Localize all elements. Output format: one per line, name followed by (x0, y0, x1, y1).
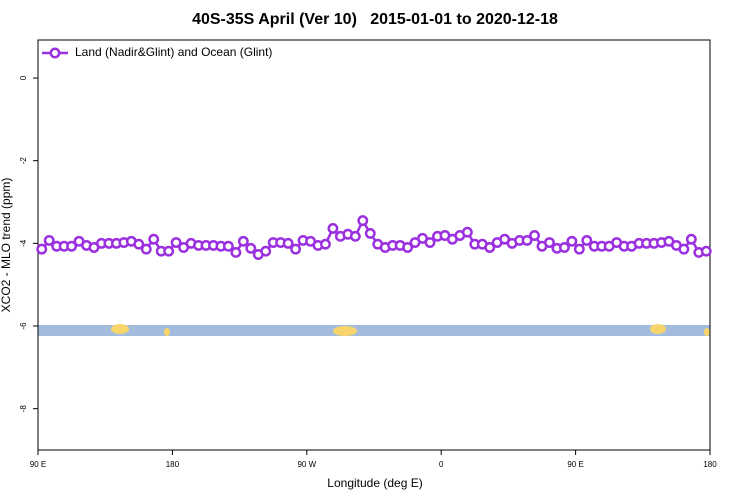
data-point (566, 235, 578, 247)
x-tick-label: 180 (166, 460, 180, 469)
data-point (461, 226, 473, 238)
data-point (290, 243, 302, 255)
data-point (163, 245, 175, 257)
data-point (237, 235, 249, 247)
data-point (402, 242, 414, 253)
legend-label: Land (Nadir&Glint) and Ocean (Glint) (75, 45, 272, 59)
data-point (364, 227, 376, 239)
data-point (260, 245, 272, 257)
data-point (521, 235, 533, 246)
y-tick-label: -8 (19, 405, 28, 413)
data-point (282, 237, 294, 249)
data-point (529, 230, 540, 241)
land-patch (164, 328, 170, 336)
data-point (573, 243, 585, 255)
data-point (581, 235, 593, 246)
x-tick-label: 0 (439, 460, 444, 469)
data-point (484, 242, 496, 253)
data-point (349, 230, 361, 242)
x-tick-label: 180 (703, 460, 717, 469)
data-point (558, 242, 570, 253)
land-patch (111, 324, 129, 334)
ocean-band (38, 325, 710, 336)
y-tick-label: -2 (19, 157, 28, 165)
legend-marker (49, 47, 61, 59)
data-point (133, 238, 145, 250)
data-point (320, 238, 331, 250)
data-point (700, 245, 712, 257)
y-tick-label: -4 (19, 239, 28, 247)
data-point (245, 242, 257, 254)
data-point (685, 233, 697, 245)
land-patch (704, 328, 710, 336)
data-point (544, 237, 555, 248)
y-tick-label: -6 (19, 322, 28, 330)
data-point (327, 223, 339, 234)
land-strip (38, 324, 710, 336)
data-point (66, 240, 78, 252)
x-tick-label: 90 E (30, 460, 46, 469)
data-point (36, 243, 48, 255)
x-axis-label: Longitude (deg E) (327, 476, 422, 490)
plot-frame (37, 39, 711, 451)
data-point (43, 235, 55, 246)
x-tick-label: 90 E (567, 460, 583, 469)
data-point (678, 243, 690, 255)
land-patch (333, 326, 357, 336)
data-point (140, 243, 152, 255)
data-point (222, 240, 234, 252)
data-point (230, 246, 242, 258)
land-patch (650, 324, 666, 334)
y-axis-label: XCO2 - MLO trend (ppm) (0, 178, 13, 313)
chart-title: 40S-35S April (Ver 10) 2015-01-01 to 202… (192, 11, 558, 28)
data-point (357, 215, 369, 227)
data-point (424, 237, 436, 248)
data-point (148, 233, 160, 245)
y-tick-label: 0 (19, 75, 28, 80)
x-tick-label: 90 W (297, 460, 316, 469)
data-point (170, 237, 182, 248)
